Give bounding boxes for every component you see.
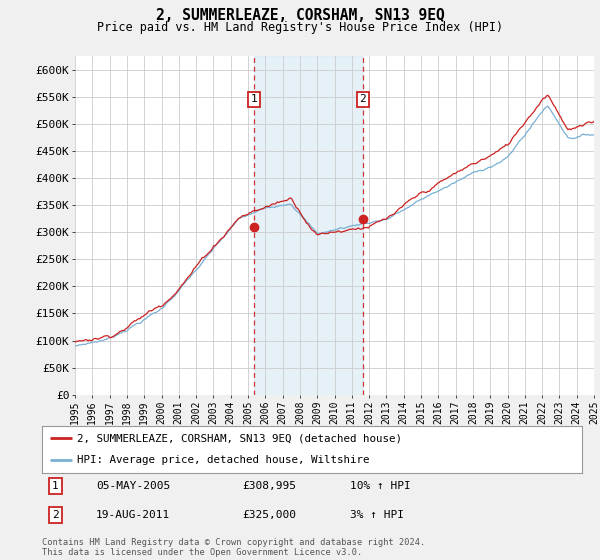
- Text: HPI: Average price, detached house, Wiltshire: HPI: Average price, detached house, Wilt…: [77, 455, 370, 465]
- Text: 19-AUG-2011: 19-AUG-2011: [96, 510, 170, 520]
- Text: 3% ↑ HPI: 3% ↑ HPI: [350, 510, 404, 520]
- Text: £325,000: £325,000: [242, 510, 296, 520]
- Text: 10% ↑ HPI: 10% ↑ HPI: [350, 481, 410, 491]
- Text: 05-MAY-2005: 05-MAY-2005: [96, 481, 170, 491]
- Text: 2, SUMMERLEAZE, CORSHAM, SN13 9EQ: 2, SUMMERLEAZE, CORSHAM, SN13 9EQ: [155, 8, 445, 24]
- Text: 1: 1: [251, 95, 257, 104]
- Text: £308,995: £308,995: [242, 481, 296, 491]
- Bar: [254, 56, 362, 395]
- Text: 2, SUMMERLEAZE, CORSHAM, SN13 9EQ (detached house): 2, SUMMERLEAZE, CORSHAM, SN13 9EQ (detac…: [77, 433, 402, 444]
- Text: 2: 2: [359, 95, 366, 104]
- Text: Price paid vs. HM Land Registry's House Price Index (HPI): Price paid vs. HM Land Registry's House …: [97, 21, 503, 34]
- Text: 1: 1: [52, 481, 59, 491]
- Text: 2: 2: [52, 510, 59, 520]
- Text: Contains HM Land Registry data © Crown copyright and database right 2024.
This d: Contains HM Land Registry data © Crown c…: [42, 538, 425, 557]
